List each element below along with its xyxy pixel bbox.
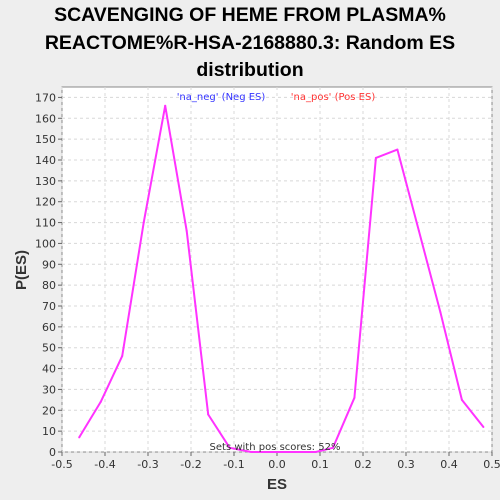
x-tick-label: 0.3 bbox=[397, 458, 415, 471]
y-tick-label: 10 bbox=[42, 425, 56, 438]
data-point bbox=[482, 425, 485, 428]
data-point bbox=[331, 446, 334, 449]
y-tick-label: 120 bbox=[35, 196, 56, 209]
data-point bbox=[417, 229, 420, 232]
y-tick-label: 160 bbox=[35, 112, 56, 125]
x-tick-label: -0.5 bbox=[51, 458, 72, 471]
pos-scores-annotation: Sets with pos scores: 52% bbox=[210, 442, 341, 453]
y-tick-label: 80 bbox=[42, 279, 56, 292]
y-tick-label: 20 bbox=[42, 404, 56, 417]
x-tick-label: -0.1 bbox=[223, 458, 244, 471]
data-point bbox=[228, 446, 231, 449]
x-tick-label: -0.3 bbox=[137, 458, 158, 471]
data-point bbox=[439, 311, 442, 314]
y-tick-label: 170 bbox=[35, 91, 56, 104]
x-tick-label: 0.5 bbox=[483, 458, 500, 471]
y-tick-label: 0 bbox=[49, 446, 56, 459]
x-tick-label: -0.2 bbox=[180, 458, 201, 471]
legend-entry-pos: 'na_pos' (Pos ES) bbox=[291, 92, 376, 103]
y-tick-label: 140 bbox=[35, 154, 56, 167]
chart-title-line-1: SCAVENGING OF HEME FROM PLASMA% bbox=[54, 4, 446, 26]
chart-title-line-3: distribution bbox=[196, 59, 303, 81]
y-axis-label: P(ES) bbox=[13, 250, 30, 290]
data-point bbox=[99, 400, 102, 403]
y-tick-label: 100 bbox=[35, 237, 56, 250]
data-point bbox=[460, 398, 463, 401]
y-tick-label: 50 bbox=[42, 342, 56, 355]
x-axis-label: ES bbox=[267, 476, 287, 493]
x-tick-label: -0.4 bbox=[94, 458, 115, 471]
data-point bbox=[121, 355, 124, 358]
y-tick-label: 90 bbox=[42, 258, 56, 271]
data-point bbox=[207, 413, 210, 416]
data-point bbox=[78, 436, 81, 439]
data-point bbox=[271, 451, 274, 453]
y-tick-label: 40 bbox=[42, 363, 56, 376]
data-point bbox=[250, 451, 253, 453]
x-tick-label: 0.0 bbox=[268, 458, 286, 471]
data-point bbox=[353, 396, 356, 399]
y-tick-label: 150 bbox=[35, 133, 56, 146]
y-tick-label: 60 bbox=[42, 321, 56, 334]
data-point bbox=[314, 451, 317, 453]
x-tick-label: 0.2 bbox=[354, 458, 372, 471]
y-tick-label: 110 bbox=[35, 217, 56, 230]
x-tick-label: 0.1 bbox=[311, 458, 329, 471]
chart-title-line-2: REACTOME%R-HSA-2168880.3: Random ES bbox=[45, 32, 455, 54]
data-point bbox=[164, 104, 167, 107]
axes: -0.5 -0.4 -0.3 -0.2 -0.1 0.0 0.1 0.2 0.3 0.4 0.5 0 1… bbox=[35, 91, 500, 471]
series-line-0 bbox=[78, 104, 485, 453]
data-point bbox=[374, 156, 377, 159]
legend-entry-neg: 'na_neg' (Neg ES) bbox=[177, 92, 266, 103]
data-point bbox=[396, 148, 399, 151]
y-tick-label: 130 bbox=[35, 175, 56, 188]
data-point bbox=[185, 229, 188, 232]
y-tick-label: 30 bbox=[42, 383, 56, 396]
data-point bbox=[293, 451, 296, 453]
data-point bbox=[142, 221, 145, 224]
series-layer bbox=[78, 104, 485, 453]
x-tick-label: 0.4 bbox=[440, 458, 458, 471]
y-tick-label: 70 bbox=[42, 300, 56, 313]
